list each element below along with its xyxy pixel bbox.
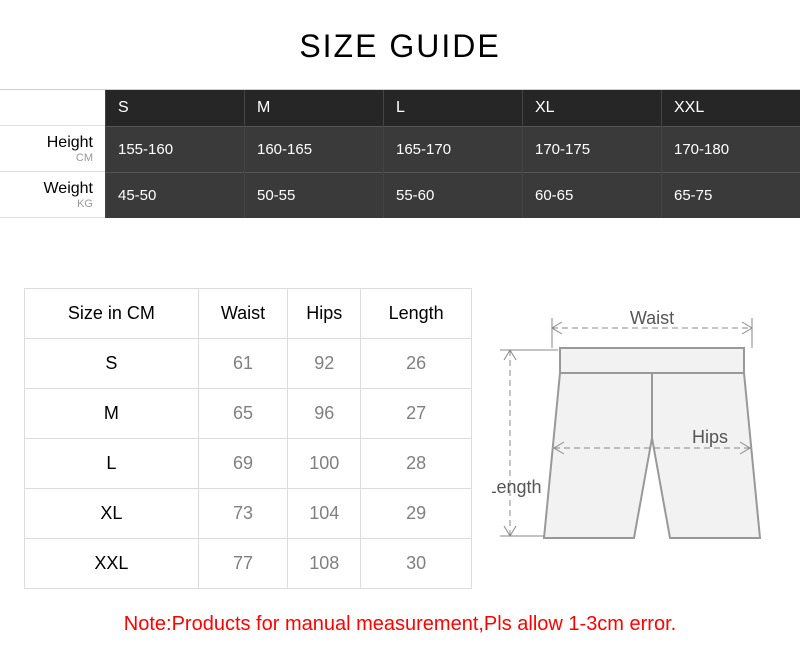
table-row: S619226: [25, 339, 472, 389]
value-cell: 77: [198, 539, 288, 589]
value-cell: 73: [198, 489, 288, 539]
value-cell: 100: [288, 439, 361, 489]
size-cell: L: [25, 439, 199, 489]
waist-label: Waist: [630, 308, 674, 328]
guide-weight-cell: 60-65: [523, 172, 661, 218]
guide-weight-cell: 45-50: [106, 172, 244, 218]
value-cell: 30: [361, 539, 472, 589]
table-header-cell: Waist: [198, 289, 288, 339]
guide-height-cell: 160-165: [245, 126, 383, 172]
value-cell: 96: [288, 389, 361, 439]
table-row: XL7310429: [25, 489, 472, 539]
shorts-diagram: Waist Hips Length: [492, 288, 782, 588]
value-cell: 65: [198, 389, 288, 439]
value-cell: 26: [361, 339, 472, 389]
table-header-cell: Length: [361, 289, 472, 339]
guide-weight-cell: 65-75: [662, 172, 800, 218]
value-cell: 108: [288, 539, 361, 589]
height-label: Height CM: [0, 126, 105, 172]
value-cell: 27: [361, 389, 472, 439]
guide-height-cell: 155-160: [106, 126, 244, 172]
length-label: Length: [492, 477, 542, 497]
guide-height-cell: 165-170: [384, 126, 522, 172]
table-row: XXL7710830: [25, 539, 472, 589]
value-cell: 69: [198, 439, 288, 489]
guide-column: XXL170-18065-75: [661, 90, 800, 218]
guide-grid: S155-16045-50M160-16550-55L165-17055-60X…: [105, 90, 800, 218]
table-header-cell: Hips: [288, 289, 361, 339]
weight-label-main: Weight: [43, 180, 93, 198]
note-text: Note:Products for manual measurement,Pls…: [0, 613, 800, 636]
table-row: M659627: [25, 389, 472, 439]
value-cell: 28: [361, 439, 472, 489]
size-cell: S: [25, 339, 199, 389]
table-header-cell: Size in CM: [25, 289, 199, 339]
guide-weight-cell: 55-60: [384, 172, 522, 218]
value-cell: 92: [288, 339, 361, 389]
hips-label: Hips: [692, 427, 728, 447]
guide-size-header: M: [245, 90, 383, 126]
guide-column: M160-16550-55: [244, 90, 383, 218]
guide-size-header: S: [106, 90, 244, 126]
guide-height-cell: 170-180: [662, 126, 800, 172]
weight-label-unit: KG: [77, 198, 93, 210]
value-cell: 61: [198, 339, 288, 389]
height-label-main: Height: [47, 134, 93, 152]
page-title: SIZE GUIDE: [0, 0, 800, 89]
value-cell: 29: [361, 489, 472, 539]
guide-column: XL170-17560-65: [522, 90, 661, 218]
guide-row-labels: Height CM Weight KG: [0, 90, 105, 218]
guide-size-header: L: [384, 90, 522, 126]
table-header-row: Size in CMWaistHipsLength: [25, 289, 472, 339]
guide-column: S155-16045-50: [105, 90, 244, 218]
size-cell: XXL: [25, 539, 199, 589]
height-label-unit: CM: [76, 152, 93, 164]
table-row: L6910028: [25, 439, 472, 489]
measurements-table: Size in CMWaistHipsLengthS619226M659627L…: [24, 288, 472, 589]
guide-size-header: XXL: [662, 90, 800, 126]
guide-size-header: XL: [523, 90, 661, 126]
value-cell: 104: [288, 489, 361, 539]
guide-weight-cell: 50-55: [245, 172, 383, 218]
size-cell: XL: [25, 489, 199, 539]
guide-height-cell: 170-175: [523, 126, 661, 172]
weight-label: Weight KG: [0, 172, 105, 218]
size-cell: M: [25, 389, 199, 439]
size-guide-table: Height CM Weight KG S155-16045-50M160-16…: [0, 89, 800, 218]
guide-column: L165-17055-60: [383, 90, 522, 218]
